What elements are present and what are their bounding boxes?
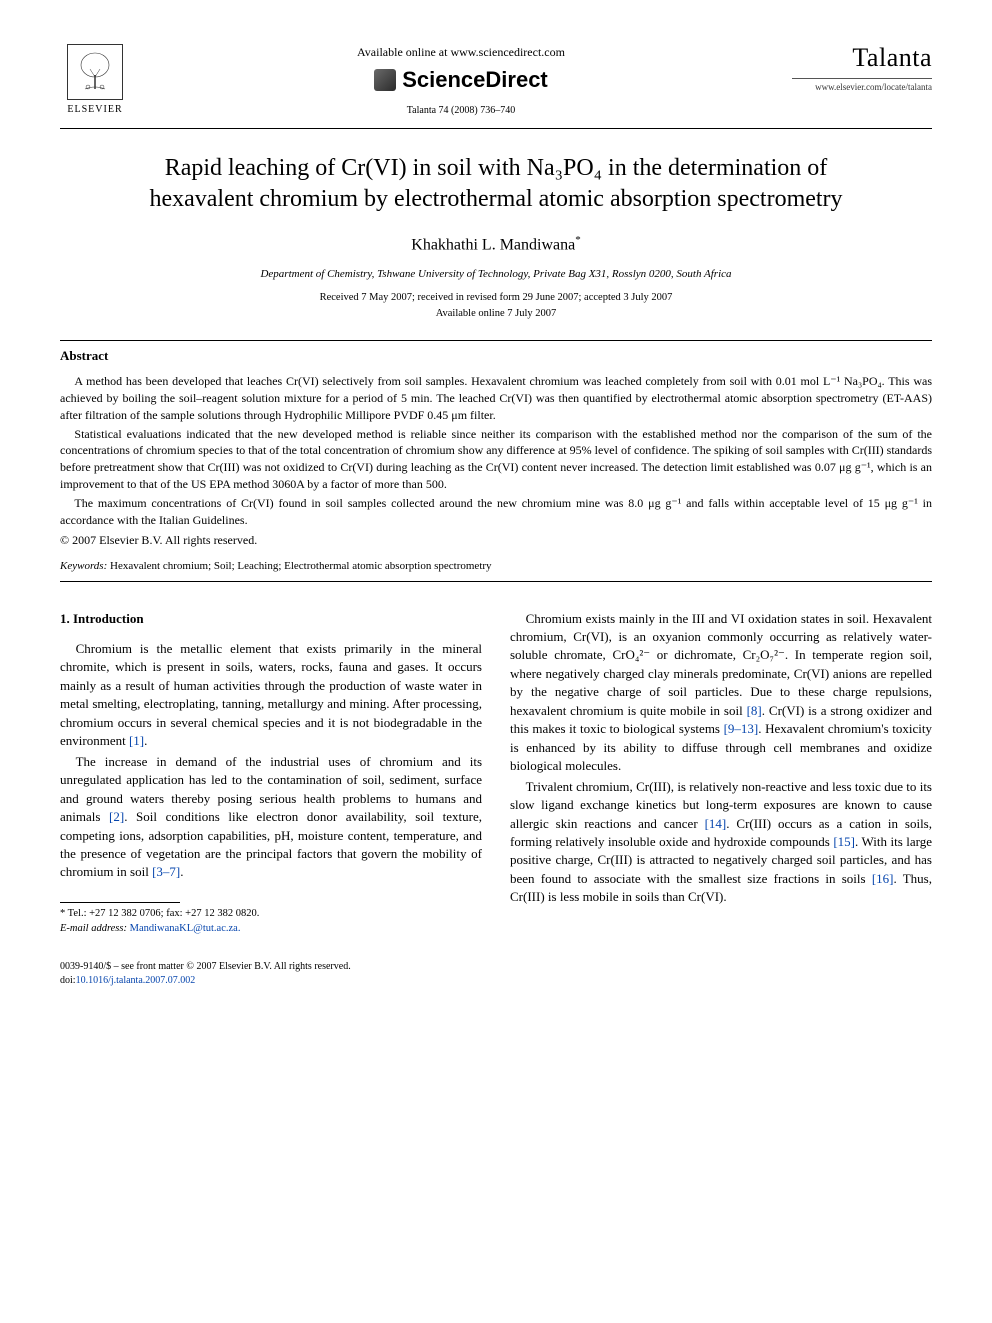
affiliation: Department of Chemistry, Tshwane Univers… <box>60 267 932 282</box>
available-online-text: Available online at www.sciencedirect.co… <box>130 44 792 61</box>
header-rule <box>60 128 932 129</box>
intro-p1: Chromium is the metallic element that ex… <box>60 640 482 751</box>
ref-link-2[interactable]: [2] <box>109 809 124 824</box>
footnote-email-label: E-mail address: <box>60 923 127 934</box>
title-line-2: hexavalent chromium by electrothermal at… <box>149 186 842 212</box>
abstract-copyright: © 2007 Elsevier B.V. All rights reserved… <box>60 532 932 549</box>
section-1-heading: 1. Introduction <box>60 610 482 628</box>
citation-line: Talanta 74 (2008) 736–740 <box>130 104 792 118</box>
author-name: Khakhathi L. Mandiwana <box>411 237 575 254</box>
footer-doi-line: doi:10.1016/j.talanta.2007.07.002 <box>60 974 932 988</box>
article-dates: Received 7 May 2007; received in revised… <box>60 290 932 322</box>
dates-received: Received 7 May 2007; received in revised… <box>320 292 673 303</box>
journal-url: www.elsevier.com/locate/talanta <box>792 81 932 94</box>
abstract-p1: A method has been developed that leaches… <box>60 373 932 423</box>
intro-p4: Trivalent chromium, Cr(III), is relative… <box>510 778 932 907</box>
sciencedirect-brand: ScienceDirect <box>130 65 792 96</box>
abstract-p2: Statistical evaluations indicated that t… <box>60 426 932 493</box>
abstract-body: A method has been developed that leaches… <box>60 373 932 528</box>
abstract-p3: The maximum concentrations of Cr(VI) fou… <box>60 495 932 529</box>
ref-link-16[interactable]: [16] <box>872 871 894 886</box>
footnote-tel: * Tel.: +27 12 382 0706; fax: +27 12 382… <box>60 907 482 922</box>
left-column: 1. Introduction Chromium is the metallic… <box>60 610 482 937</box>
keywords-label: Keywords: <box>60 560 107 572</box>
article-title: Rapid leaching of Cr(VI) in soil with Na… <box>60 153 932 215</box>
sciencedirect-text: ScienceDirect <box>402 65 548 96</box>
ref-link-9-13[interactable]: [9–13] <box>724 721 759 736</box>
header-row: ELSEVIER Available online at www.science… <box>60 40 932 120</box>
footnote-email[interactable]: MandiwanaKL@tut.ac.za. <box>130 923 241 934</box>
author-marker: * <box>575 234 581 246</box>
dates-online: Available online 7 July 2007 <box>436 308 557 319</box>
elsevier-label: ELSEVIER <box>67 103 122 117</box>
ref-link-3-7[interactable]: [3–7] <box>152 864 180 879</box>
abstract-heading: Abstract <box>60 347 932 365</box>
body-columns: 1. Introduction Chromium is the metallic… <box>60 610 932 937</box>
footer-front-matter: 0039-9140/$ – see front matter © 2007 El… <box>60 960 932 974</box>
elsevier-tree-icon <box>67 44 123 100</box>
intro-p3: Chromium exists mainly in the III and VI… <box>510 610 932 776</box>
journal-name: Talanta <box>792 40 932 79</box>
ref-link-15[interactable]: [15] <box>833 834 855 849</box>
keywords-text: Hexavalent chromium; Soil; Leaching; Ele… <box>110 560 492 572</box>
intro-p2: The increase in demand of the industrial… <box>60 753 482 882</box>
right-column: Chromium exists mainly in the III and VI… <box>510 610 932 937</box>
footer-doi[interactable]: 10.1016/j.talanta.2007.07.002 <box>76 975 196 986</box>
ref-link-14[interactable]: [14] <box>705 816 727 831</box>
title-line-1: Rapid leaching of Cr(VI) in soil with Na… <box>165 155 828 181</box>
keywords-bottom-rule <box>60 581 932 582</box>
sciencedirect-icon <box>374 69 396 91</box>
ref-link-8[interactable]: [8] <box>747 703 762 718</box>
center-header: Available online at www.sciencedirect.co… <box>130 40 792 118</box>
abstract-top-rule <box>60 340 932 341</box>
ref-link-1[interactable]: [1] <box>129 733 144 748</box>
footnote-email-line: E-mail address: MandiwanaKL@tut.ac.za. <box>60 922 482 937</box>
journal-logo: Talanta www.elsevier.com/locate/talanta <box>792 40 932 94</box>
corresponding-footnote: * Tel.: +27 12 382 0706; fax: +27 12 382… <box>60 907 482 936</box>
footnote-separator <box>60 902 180 903</box>
elsevier-logo: ELSEVIER <box>60 40 130 120</box>
footer-doi-label: doi: <box>60 975 76 986</box>
keywords-line: Keywords: Hexavalent chromium; Soil; Lea… <box>60 559 932 574</box>
footer: 0039-9140/$ – see front matter © 2007 El… <box>60 960 932 988</box>
author-line: Khakhathi L. Mandiwana* <box>60 233 932 257</box>
